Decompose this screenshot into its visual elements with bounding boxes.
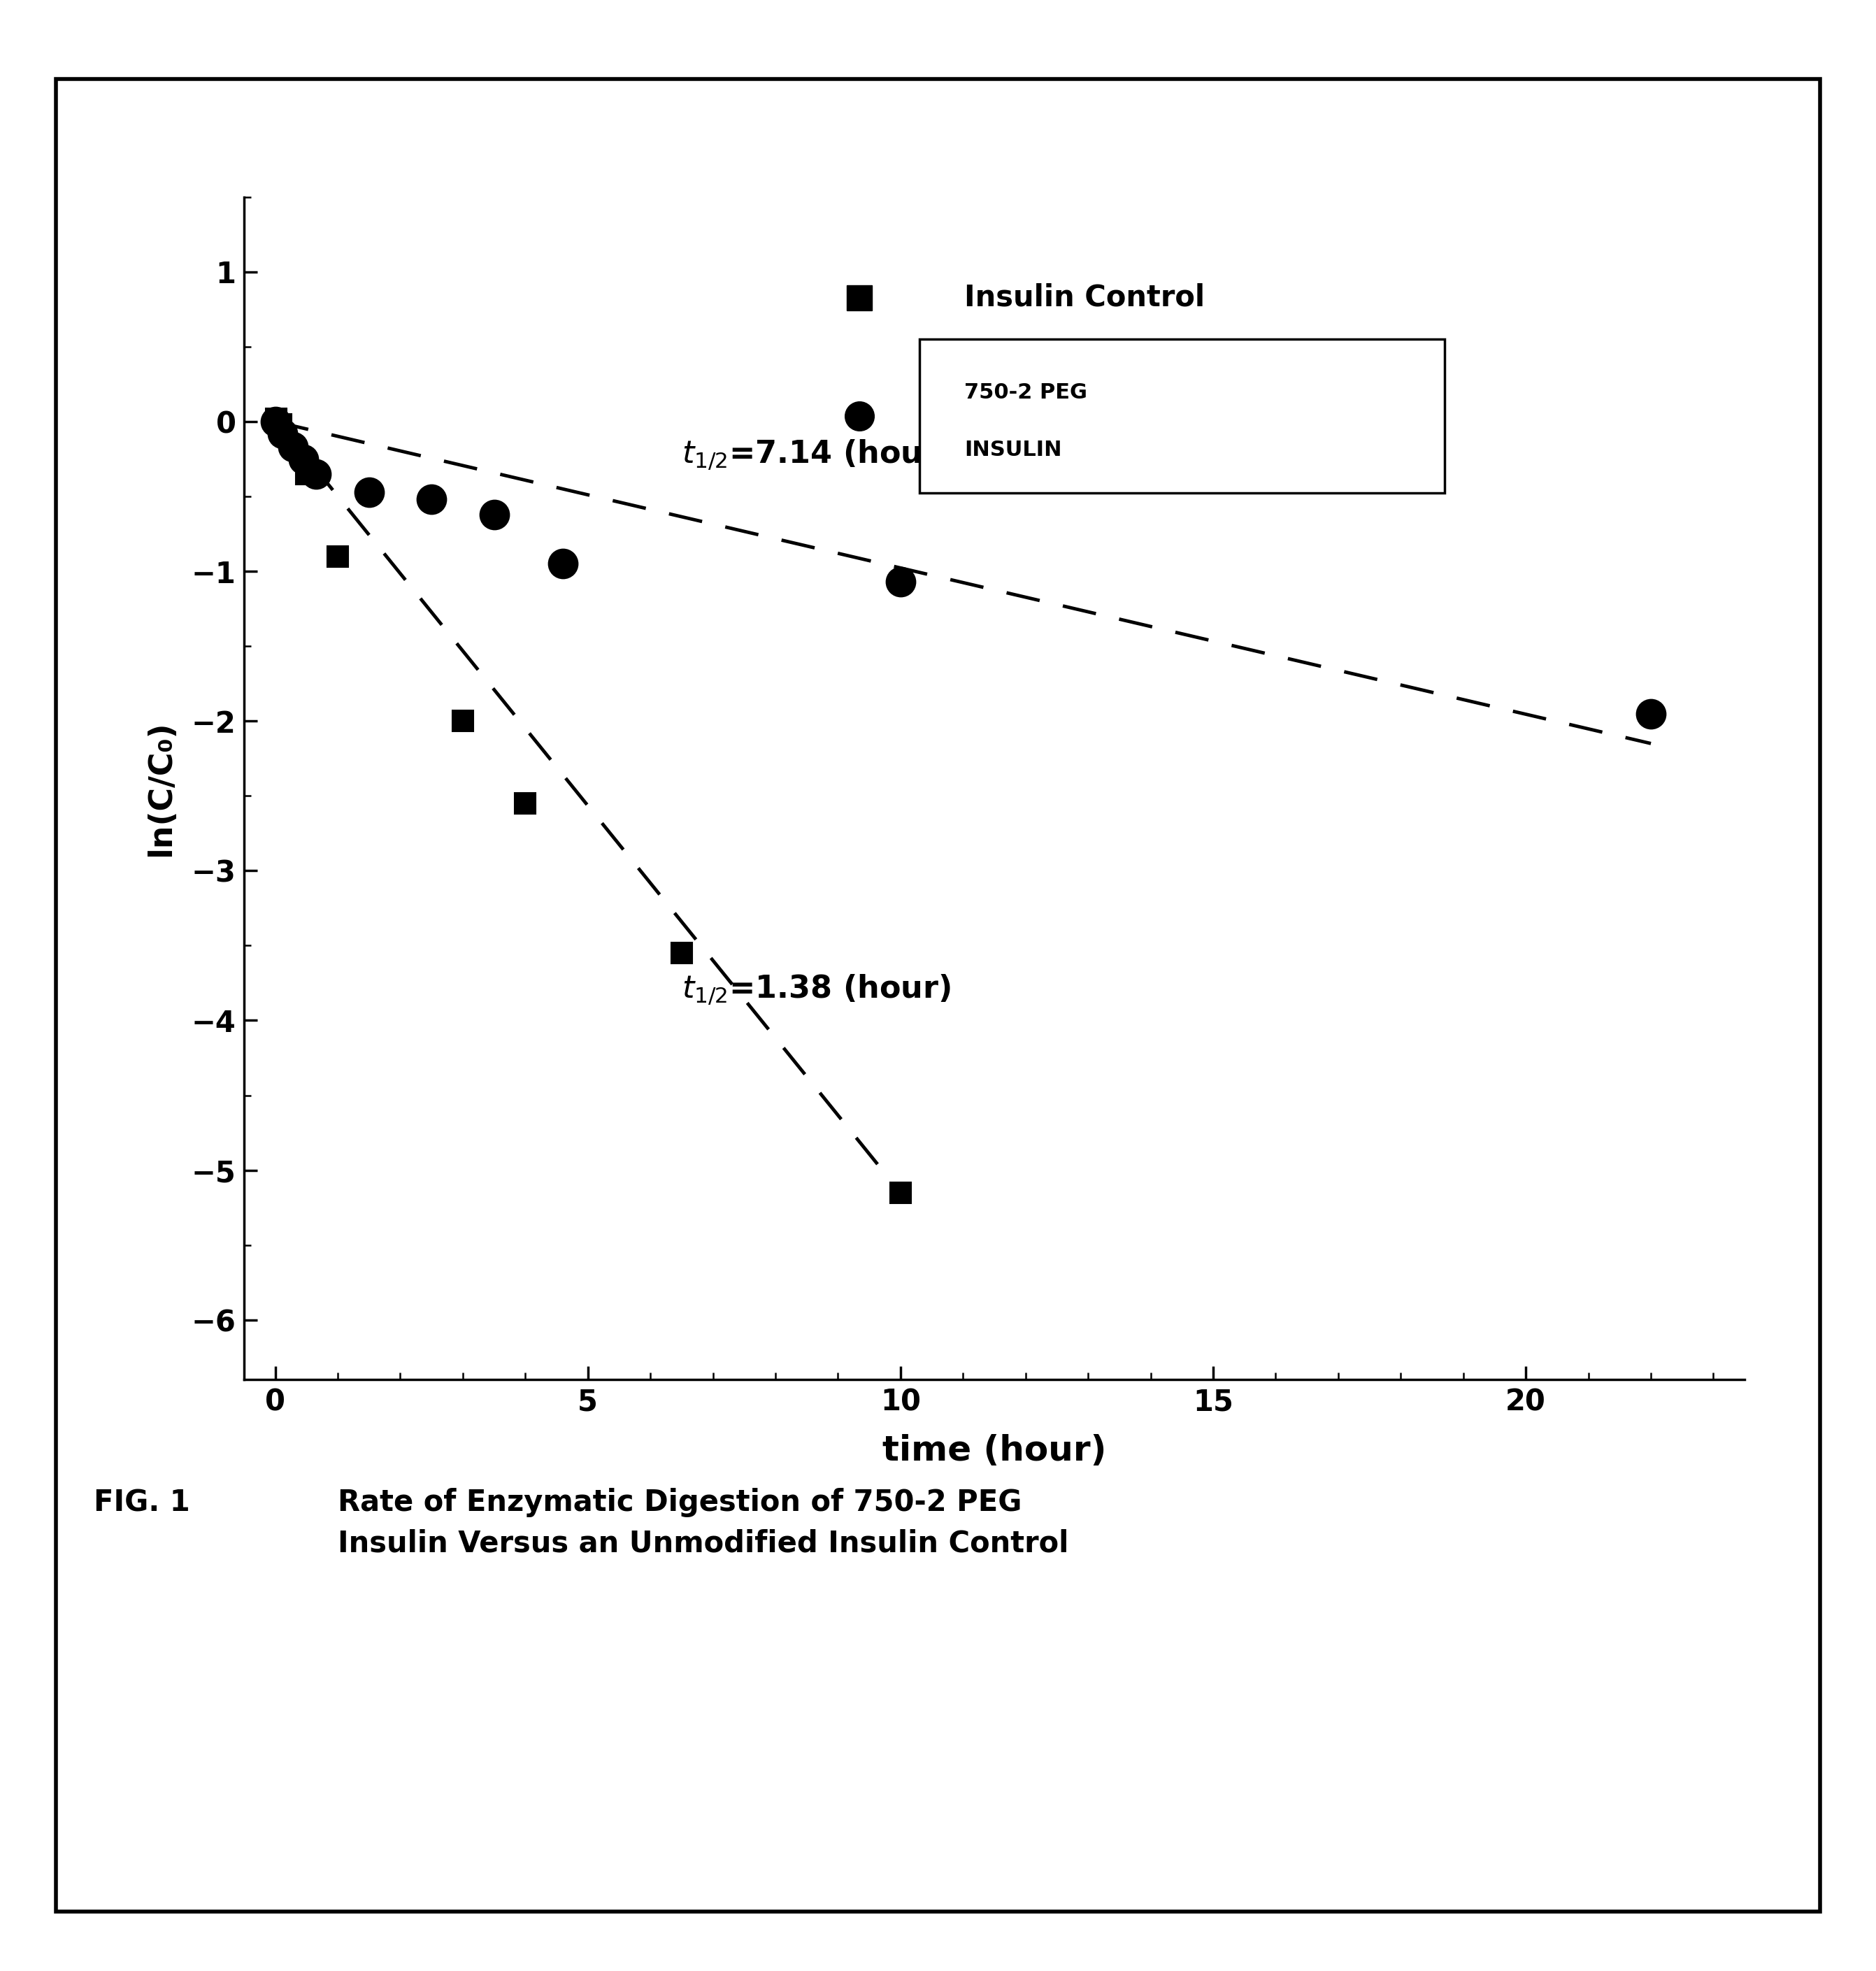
X-axis label: time (hour): time (hour) [882,1435,1107,1468]
Text: $t_{1/2}$=1.38 (hour): $t_{1/2}$=1.38 (hour) [681,972,951,1007]
Text: Insulin Control: Insulin Control [964,284,1204,311]
Text: 750-2 PEG: 750-2 PEG [964,382,1088,402]
FancyBboxPatch shape [919,339,1445,493]
Text: Rate of Enzymatic Digestion of 750-2 PEG
Insulin Versus an Unmodified Insulin Co: Rate of Enzymatic Digestion of 750-2 PEG… [338,1488,1069,1559]
Text: FIG. 1: FIG. 1 [94,1488,189,1518]
Y-axis label: ln(C/C₀): ln(C/C₀) [146,719,176,857]
Text: $t_{1/2}$=7.14 (hour): $t_{1/2}$=7.14 (hour) [681,438,951,473]
Text: INSULIN: INSULIN [964,440,1062,459]
